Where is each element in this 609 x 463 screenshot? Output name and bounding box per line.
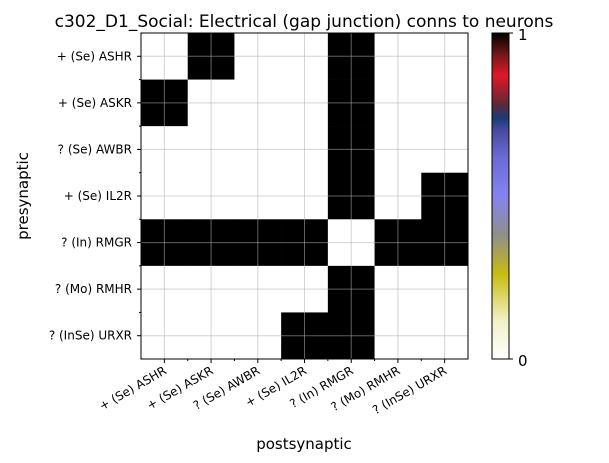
y-tick-label: + (Se) ASHR — [57, 49, 132, 63]
y-tick-label: + (Se) IL2R — [64, 189, 132, 203]
y-tick-label: ? (InSe) URXR — [49, 329, 132, 343]
y-tick-label: ? (Mo) RMHR — [55, 282, 132, 296]
y-tick-label: ? (In) RMGR — [61, 236, 132, 250]
y-tick-label: + (Se) ASKR — [58, 96, 132, 110]
x-axis-label: postsynaptic — [256, 435, 352, 453]
y-tick-label: ? (Se) AWBR — [58, 142, 132, 156]
y-axis-ticks: + (Se) ASHR + (Se) ASKR ? (Se) AWBR + (Se) … — [49, 49, 141, 343]
chart-title: c302_D1_Social: Electrical (gap junction… — [55, 12, 554, 32]
colorbar-min-label: 0 — [518, 352, 528, 370]
colorbar-max-label: 1 — [518, 26, 528, 44]
x-axis-ticks: + (Se) ASHR+ (Se) ASKR? (Se) AWBR+ (Se) … — [97, 359, 449, 417]
y-axis-label: presynaptic — [14, 152, 32, 240]
heatmap-gridlines — [141, 33, 468, 359]
colorbar — [491, 32, 510, 360]
